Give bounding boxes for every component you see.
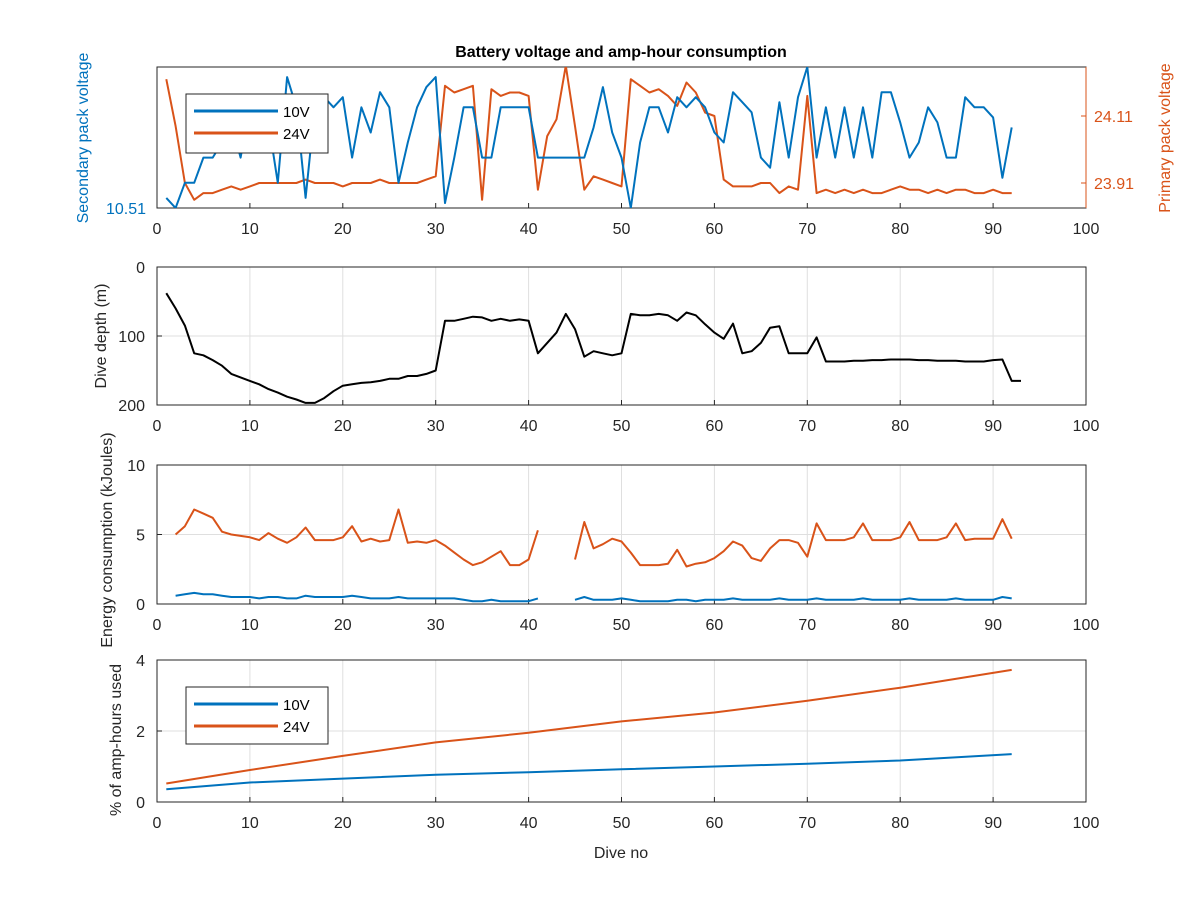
y-left-tick-label: 10.51 (106, 201, 146, 218)
legend-box (185, 93, 329, 154)
y-axis-label: Energy consumption (kJoules) (99, 432, 116, 647)
x-tick-label: 50 (613, 221, 631, 238)
x-tick-label: 50 (613, 617, 631, 634)
x-tick-label: 30 (427, 815, 445, 832)
x-tick-label: 20 (334, 815, 352, 832)
x-tick-label: 0 (153, 617, 162, 634)
y-axis-label: Dive depth (m) (93, 284, 110, 389)
energy-24v-line (574, 518, 1013, 568)
x-tick-label: 100 (1073, 617, 1100, 634)
x-tick-label: 30 (427, 221, 445, 238)
x-tick-label: 0 (153, 221, 162, 238)
x-tick-label: 60 (706, 617, 724, 634)
series-10v-line (165, 67, 1013, 208)
x-tick-label: 90 (984, 418, 1002, 435)
x-tick-label: 90 (984, 221, 1002, 238)
x-tick-label: 20 (334, 418, 352, 435)
y-right-tick-label: 24.11 (1094, 109, 1133, 126)
x-tick-label: 40 (520, 418, 538, 435)
y-tick-label: 200 (118, 398, 145, 415)
y-tick-label: 10 (127, 458, 145, 475)
y-right-tick-label: 23.91 (1094, 176, 1134, 193)
x-tick-label: 20 (334, 221, 352, 238)
x-tick-label: 40 (520, 815, 538, 832)
x-tick-label: 100 (1073, 221, 1100, 238)
amphours-24v-line (166, 668, 1012, 785)
depth-panel: 0 10 20 30 40 50 60 70 80 90 100 0 100 200 Dive depth … (93, 260, 1099, 435)
energy-10v-line (574, 596, 1012, 603)
plot-frame (156, 266, 1087, 406)
x-tick-label: 100 (1073, 815, 1100, 832)
x-tick-label: 10 (241, 221, 259, 238)
x-tick-label: 70 (798, 815, 816, 832)
chart-title: Battery voltage and amp-hour consumption (455, 44, 787, 61)
x-tick-label: 10 (241, 418, 259, 435)
energy-panel: 0 10 20 30 40 50 60 70 80 90 100 0 5 10 Energy consump… (99, 432, 1099, 647)
x-tick-label: 0 (153, 418, 162, 435)
x-tick-label: 70 (798, 617, 816, 634)
x-tick-label: 80 (891, 221, 909, 238)
amphours-10v-line (166, 753, 1012, 791)
y-tick-label: 5 (136, 528, 145, 545)
x-tick-label: 80 (891, 815, 909, 832)
y-right-axis-label: Primary pack voltage (1157, 63, 1174, 212)
x-tick-label: 60 (706, 815, 724, 832)
legend-label: 10V (283, 104, 310, 121)
x-axis-label: Dive no (594, 845, 648, 862)
x-tick-label: 50 (613, 815, 631, 832)
x-tick-label: 10 (241, 617, 259, 634)
legend-box (185, 686, 329, 745)
x-tick-label: 100 (1073, 418, 1100, 435)
legend-label: 24V (283, 126, 310, 143)
y-tick-label: 100 (118, 329, 145, 346)
voltage-panel: 0 10 20 30 40 50 60 70 80 90 100 10.51 23.91 24.11 10V… (75, 44, 1174, 238)
y-tick-label: 2 (136, 724, 145, 741)
y-left-axis-label: Secondary pack voltage (75, 53, 92, 224)
plot-frame (156, 659, 1087, 803)
energy-24v-line (174, 508, 539, 567)
energy-10v-line (175, 591, 539, 603)
x-tick-label: 0 (153, 815, 162, 832)
x-tick-label: 90 (984, 617, 1002, 634)
y-axis-label: % of amp-hours used (108, 664, 125, 816)
depth-line (165, 292, 1021, 404)
x-tick-label: 80 (891, 418, 909, 435)
legend-label: 24V (283, 719, 310, 736)
y-tick-label: 0 (136, 795, 145, 812)
x-tick-label: 90 (984, 815, 1002, 832)
x-tick-label: 40 (520, 617, 538, 634)
x-tick-label: 80 (891, 617, 909, 634)
y-tick-label: 0 (136, 260, 145, 277)
x-tick-label: 60 (706, 418, 724, 435)
x-tick-label: 70 (798, 418, 816, 435)
x-tick-label: 60 (706, 221, 724, 238)
x-tick-label: 40 (520, 221, 538, 238)
x-tick-label: 20 (334, 617, 352, 634)
series-group (165, 67, 1013, 208)
x-tick-label: 70 (798, 221, 816, 238)
plot-frame (156, 464, 1087, 605)
x-tick-label: 10 (241, 815, 259, 832)
y-tick-label: 4 (136, 653, 145, 670)
y-tick-label: 0 (136, 597, 145, 614)
x-tick-label: 50 (613, 418, 631, 435)
x-tick-label: 30 (427, 418, 445, 435)
x-tick-label: 30 (427, 617, 445, 634)
amp-hours-panel: 0 10 20 30 40 50 60 70 80 90 100 0 2 4 10V 24V Dive no % … (108, 653, 1099, 862)
legend-label: 10V (283, 697, 310, 714)
